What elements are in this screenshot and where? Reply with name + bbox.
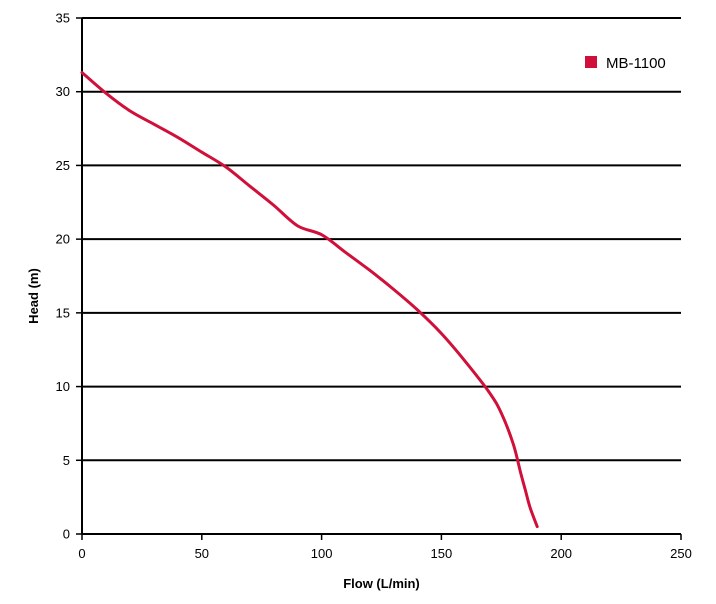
y-tick-label-35: 35 (56, 11, 70, 26)
legend: MB-1100 (585, 55, 666, 72)
y-tick-label-30: 30 (56, 84, 70, 99)
x-axis-title: Flow (L/min) (343, 576, 420, 591)
x-tick-label-0: 0 (78, 546, 85, 561)
axes (76, 17, 682, 540)
x-tick-label-50: 50 (195, 546, 209, 561)
x-tick-label-250: 250 (670, 546, 692, 561)
y-tick-label-25: 25 (56, 158, 70, 173)
x-tick-label-100: 100 (311, 546, 333, 561)
grid-lines (82, 17, 681, 462)
legend-label: MB-1100 (606, 55, 666, 72)
series-line-0 (80, 71, 539, 529)
x-tick-label-150: 150 (431, 546, 453, 561)
y-tick-label-0: 0 (63, 527, 70, 542)
y-tick-label-15: 15 (56, 305, 70, 320)
y-tick-label-5: 5 (63, 453, 70, 468)
x-tick-label-200: 200 (550, 546, 572, 561)
y-tick-label-20: 20 (56, 232, 70, 247)
y-axis-title: Head (m) (26, 268, 41, 324)
tick-labels: 0 5 10 15 20 25 30 35 0 50 100 150 200 250 (56, 11, 692, 562)
series (80, 71, 539, 529)
y-tick-label-10: 10 (56, 379, 70, 394)
legend-swatch (585, 56, 597, 68)
